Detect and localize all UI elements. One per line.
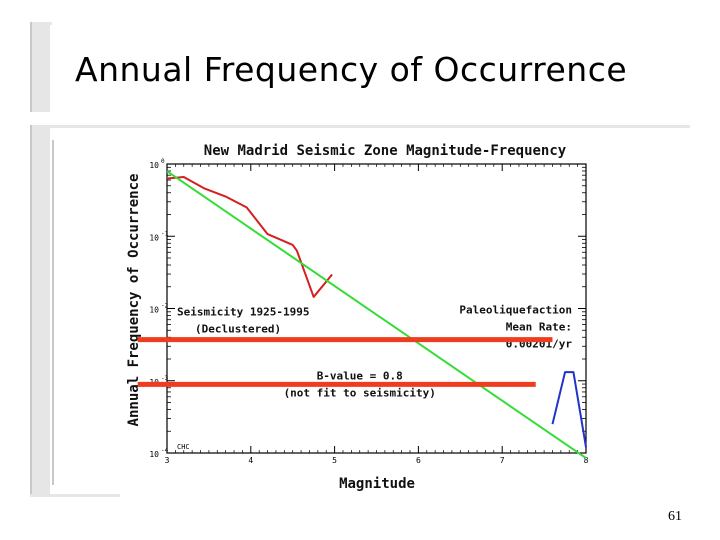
decor-bar-bottom-horizontal <box>30 494 120 497</box>
slide-title: Annual Frequency of Occurrence <box>75 50 628 89</box>
chart-title: New Madrid Seismic Zone Magnitude-Freque… <box>204 143 567 159</box>
x-tick-label: 3 <box>165 456 170 465</box>
annotation-line: Mean Rate: <box>506 321 572 334</box>
y-tick-label: 10 <box>149 450 159 459</box>
magnitude-frequency-chart: New Madrid Seismic Zone Magnitude-Freque… <box>126 143 589 492</box>
decor-bar-top-vertical-edge <box>30 22 32 112</box>
y-tick-exponent: 0 <box>161 158 165 165</box>
y-tick-exponent: -2 <box>161 303 169 310</box>
y-tick-exponent: -1 <box>161 230 169 237</box>
annotation-seismicity: Seismicity 1925-1995 (Declustered) <box>177 306 309 336</box>
x-tick-label: 7 <box>500 456 505 465</box>
paleoliquefaction-curve <box>551 371 587 448</box>
x-tick-label: 6 <box>416 456 421 465</box>
annotation-line: Paleoliquefaction <box>459 304 572 317</box>
seismicity-curve <box>166 176 333 298</box>
decor-bar-inner-line <box>52 140 54 485</box>
b-value-fit-line <box>166 170 587 459</box>
decor-bar-left-vertical <box>30 125 50 497</box>
y-tick-label: 10 <box>149 233 159 242</box>
annotation-line: (Declustered) <box>195 323 281 336</box>
corner-label: CHC <box>177 443 190 451</box>
decor-bar-top-vertical <box>30 22 50 112</box>
x-axis-label: Magnitude <box>339 476 415 492</box>
y-tick-exponent: -3 <box>161 375 169 382</box>
decor-bar-top-horizontal <box>30 22 52 25</box>
annotation-b-value: B-value = 0.8 (not fit to seismicity) <box>284 369 436 399</box>
page-number: 61 <box>668 509 682 524</box>
x-tick-label: 5 <box>332 456 337 465</box>
y-tick-label: 10 <box>149 306 159 315</box>
decor-bar-divider <box>30 125 690 128</box>
y-tick-label: 10 <box>149 161 159 170</box>
annotation-line: (not fit to seismicity) <box>284 386 436 399</box>
y-tick-exponent: -4 <box>161 447 169 454</box>
annotation-line: Seismicity 1925-1995 <box>177 306 309 319</box>
annotation-line: B-value = 0.8 <box>317 369 403 382</box>
annotation-paleoliquefaction: Paleoliquefaction Mean Rate: 0.00201/yr <box>459 304 572 351</box>
y-axis-label: Annual Frequency of Occurrence <box>126 174 142 427</box>
decor-bar-left-vertical-edge <box>30 125 32 497</box>
x-tick-label: 8 <box>584 456 589 465</box>
chart-figure: New Madrid Seismic Zone Magnitude-Freque… <box>120 130 595 496</box>
x-tick-label: 4 <box>248 456 253 465</box>
